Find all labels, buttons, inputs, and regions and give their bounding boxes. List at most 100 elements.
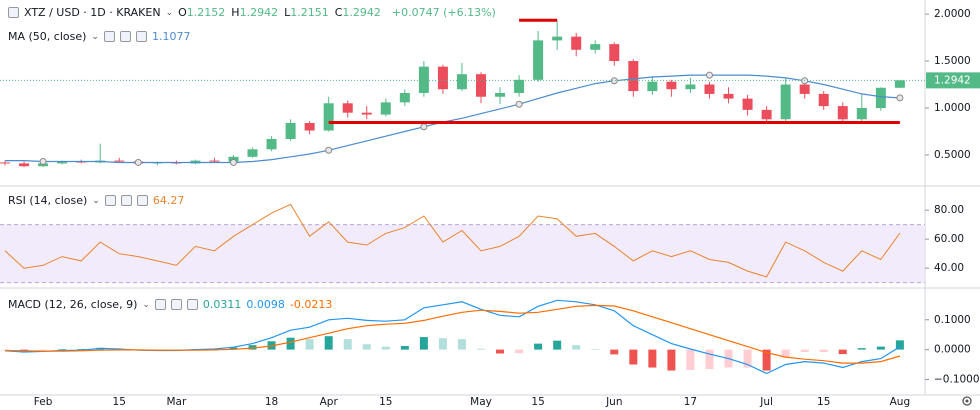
- candle-body: [856, 107, 867, 120]
- candle-body: [495, 92, 506, 97]
- y-tick-label: 0.1000: [934, 314, 971, 326]
- candle-body: [609, 44, 620, 62]
- settings-button[interactable]: [120, 195, 132, 206]
- ma-point: [610, 77, 618, 85]
- histogram-bar: [477, 348, 485, 350]
- candle-body: [780, 84, 791, 120]
- rsi-name: RSI (14, close): [8, 194, 88, 207]
- settings-icon[interactable]: [962, 396, 972, 406]
- y-tick-label: 1.5000: [934, 55, 971, 67]
- y-tick-label: 1.0000: [934, 102, 971, 114]
- histogram-bar: [629, 349, 638, 365]
- histogram-value: 0.0311: [202, 298, 242, 311]
- candle-body: [456, 74, 467, 90]
- ohlc-value: 1.2151: [290, 6, 329, 19]
- candle-body: [114, 160, 125, 162]
- histogram-bar: [857, 348, 866, 350]
- x-tick-label: 15: [113, 396, 126, 408]
- candle-body: [666, 81, 677, 90]
- settings-button[interactable]: [170, 299, 182, 310]
- histogram-bar: [876, 346, 885, 350]
- histogram-bar: [496, 349, 505, 354]
- x-tick-label: Jun: [605, 396, 622, 408]
- ohlc-value: 1.2942: [239, 6, 279, 19]
- settings-button[interactable]: [119, 31, 131, 42]
- histogram-bar: [39, 349, 48, 351]
- symbol: XTZ / USD · 1D · KRAKEN: [24, 6, 161, 19]
- candle-body: [57, 161, 68, 164]
- x-tick-label: May: [470, 396, 492, 408]
- candle-body: [209, 160, 220, 162]
- y-tick-label: −0.1000: [934, 373, 980, 385]
- candle-body: [437, 66, 448, 90]
- histogram-bar: [895, 340, 904, 350]
- remove-button[interactable]: [186, 299, 198, 310]
- ohlc-value: 1.2152: [186, 6, 226, 19]
- candle-body: [723, 93, 734, 99]
- histogram-bar: [324, 336, 333, 350]
- candle-body: [628, 61, 639, 92]
- candle-body: [514, 79, 525, 93]
- candle-body: [837, 106, 848, 120]
- rsi-band: [0, 224, 925, 283]
- histogram-bar: [229, 347, 238, 350]
- candle-body: [875, 87, 886, 108]
- collapse-button[interactable]: [8, 7, 19, 18]
- y-tick-label: 0.0000: [934, 344, 971, 356]
- candle-body: [761, 109, 772, 120]
- histogram-bar: [515, 349, 524, 354]
- candle-body: [818, 93, 829, 107]
- ohlc-label: C: [334, 6, 343, 19]
- y-tick-label: 60.00: [934, 233, 964, 245]
- visibility-button[interactable]: [154, 299, 166, 310]
- histogram-bar: [400, 346, 409, 350]
- y-tick-label: 40.00: [934, 262, 964, 274]
- x-tick-label: Aug: [890, 396, 911, 408]
- candle-body: [304, 123, 315, 131]
- visibility-button[interactable]: [104, 195, 116, 206]
- y-tick-label: 80.00: [934, 204, 964, 216]
- candle-body: [361, 112, 372, 115]
- ohlc-label: O: [178, 6, 187, 19]
- ma-point: [515, 100, 523, 108]
- ma-point: [896, 94, 904, 102]
- histogram-bar: [667, 349, 676, 371]
- ma-value: 1.1077: [151, 30, 191, 43]
- macd-legend: MACD (12, 26, close, 9) ⌄ 0.0311 0.0098 -…: [8, 298, 333, 311]
- histogram-bar: [305, 339, 314, 350]
- histogram-bar: [457, 339, 466, 350]
- histogram-bar: [610, 349, 619, 355]
- histogram-bar: [438, 338, 447, 350]
- histogram-bar: [286, 337, 295, 350]
- histogram-bar: [77, 349, 86, 350]
- x-tick-label: Jul: [759, 396, 773, 408]
- candle-body: [894, 80, 905, 88]
- candle-body: [323, 103, 334, 131]
- ohlc-value: 1.2942: [342, 6, 381, 19]
- ma-point: [420, 123, 428, 131]
- histogram-bar: [648, 349, 657, 368]
- histogram-bar: [248, 345, 257, 350]
- ma-point: [325, 146, 333, 154]
- ohlc-label: L: [284, 6, 291, 19]
- candle-body: [704, 84, 715, 94]
- candle-body: [533, 40, 544, 80]
- candle-body: [342, 103, 353, 113]
- candle-body: [285, 123, 296, 139]
- histogram-bar: [534, 343, 543, 350]
- visibility-button[interactable]: [103, 31, 115, 42]
- macd-value: 0.0098: [246, 298, 285, 311]
- last-price-label: 1.2942: [934, 74, 971, 86]
- ma-line: [5, 74, 900, 164]
- remove-button[interactable]: [136, 195, 148, 206]
- ma-legend: MA (50, close) ⌄ 1.1077: [8, 30, 191, 43]
- remove-button[interactable]: [135, 31, 147, 42]
- ma-point: [39, 158, 47, 166]
- rsi-value: 64.27: [152, 194, 185, 207]
- ma-name: MA (50, close): [8, 30, 87, 43]
- histogram-bar: [381, 346, 390, 350]
- change: +0.0747 (+6.13%): [391, 6, 496, 19]
- symbol-legend: XTZ / USD · 1D · KRAKEN ⌄ O1.2152 H1.2942 L…: [8, 6, 496, 19]
- candle-body: [647, 81, 658, 92]
- x-tick-label: Apr: [320, 396, 339, 408]
